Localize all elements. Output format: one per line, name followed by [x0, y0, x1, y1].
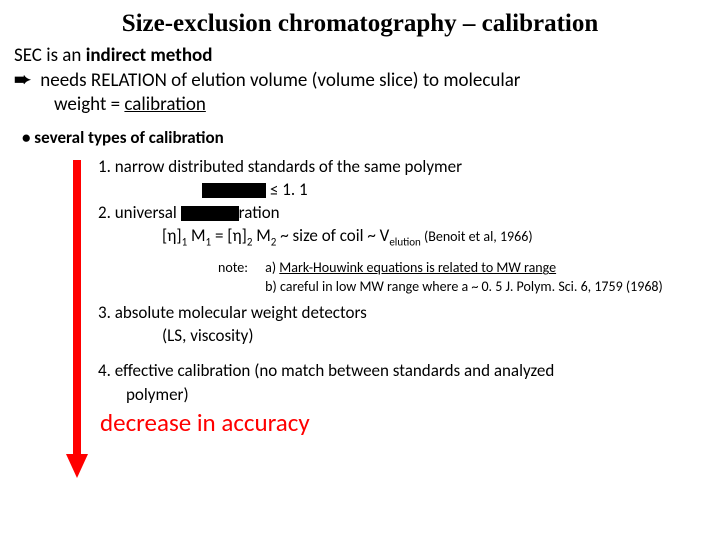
item-2b: ration [239, 202, 280, 223]
eq-a: [η] [162, 225, 182, 246]
note-b: b) careful in low MW range where a ~ 0. … [265, 278, 663, 295]
intro-l1-bold: indirect method [86, 44, 213, 67]
note-label: note: [218, 259, 262, 277]
equation-line: [η]1 M1 = [η]2 M2 ~ size of coil ~ Velut… [162, 225, 720, 249]
eq-e: ~ size of coil ~ V [276, 225, 389, 246]
eq-sub-el: elution [389, 236, 421, 249]
calibration-list: 1. narrow distributed standards of the s… [98, 156, 720, 405]
intro-line2: ➨ needs RELATION of elution volume (volu… [14, 68, 720, 93]
subheading: • several types of calibration [22, 127, 720, 148]
item-1b-text: ≤ 1. 1 [270, 179, 308, 200]
item-1: 1. narrow distributed standards of the s… [98, 156, 720, 177]
intro-line1: SEC is an indirect method [14, 44, 720, 68]
down-arrow-icon [66, 160, 88, 478]
note-block: note: a) Mark-Houwink equations is relat… [218, 259, 720, 295]
intro-l3u: calibration [124, 93, 205, 116]
redacted-box-2 [181, 206, 239, 221]
note-a-pre: a) [265, 259, 279, 276]
eq-c: = [η] [211, 225, 247, 246]
intro-block: SEC is an indirect method ➨ needs RELATI… [14, 44, 720, 117]
item-4: 4. effective calibration (no match betwe… [98, 360, 720, 381]
intro-l2b: RELATION [91, 69, 167, 92]
item-2: 2. universal ration [98, 202, 720, 223]
intro-l2a: needs [36, 69, 91, 92]
item-4b: polymer) [126, 384, 720, 405]
item-3: 3. absolute molecular weight detectors [98, 302, 720, 323]
intro-l1-prefix: SEC is an [14, 44, 86, 67]
eq-d: M [252, 225, 270, 246]
item-1b: ≤ 1. 1 [198, 179, 720, 200]
intro-l3a: weight = [54, 93, 124, 116]
slide-title: Size-exclusion chromatography – calibrat… [0, 10, 720, 38]
intro-line3: weight = calibration [54, 93, 720, 117]
arrow-bullet-icon: ➨ [14, 68, 36, 93]
note-lines: a) Mark-Houwink equations is related to … [265, 259, 663, 295]
content-area: 1. narrow distributed standards of the s… [0, 156, 720, 438]
eq-b: M [187, 225, 205, 246]
conclusion-text: decrease in accuracy [100, 407, 720, 438]
item-3b: (LS, viscosity) [162, 325, 720, 346]
eq-ref: (Benoit et al, 1966) [421, 228, 533, 245]
note-a: Mark-Houwink equations is related to MW … [279, 259, 556, 276]
item-2a: 2. universal [98, 202, 181, 223]
redacted-box-1 [202, 183, 266, 198]
intro-l2c: of elution volume (volume slice) to mole… [167, 69, 521, 92]
